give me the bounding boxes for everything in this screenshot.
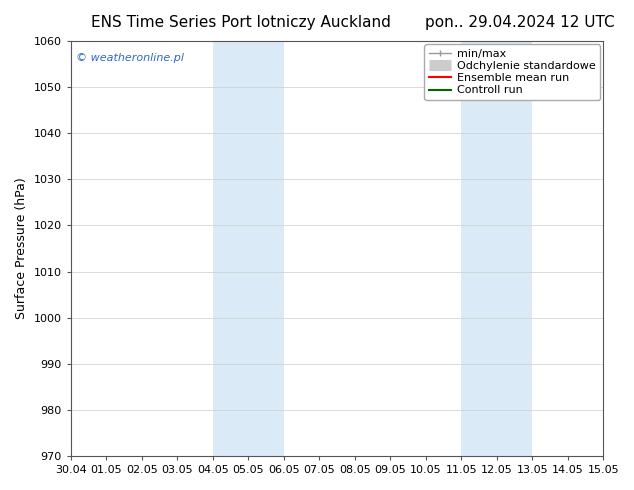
Text: © weatheronline.pl: © weatheronline.pl	[76, 53, 184, 64]
Text: ENS Time Series Port lotniczy Auckland: ENS Time Series Port lotniczy Auckland	[91, 15, 391, 30]
Y-axis label: Surface Pressure (hPa): Surface Pressure (hPa)	[15, 178, 28, 319]
Bar	[496, 41, 532, 456]
Bar	[461, 41, 496, 456]
Text: pon.. 29.04.2024 12 UTC: pon.. 29.04.2024 12 UTC	[425, 15, 615, 30]
Legend: min/max, Odchylenie standardowe, Ensemble mean run, Controll run: min/max, Odchylenie standardowe, Ensembl…	[424, 45, 600, 100]
Bar	[212, 41, 248, 456]
Bar	[248, 41, 283, 456]
